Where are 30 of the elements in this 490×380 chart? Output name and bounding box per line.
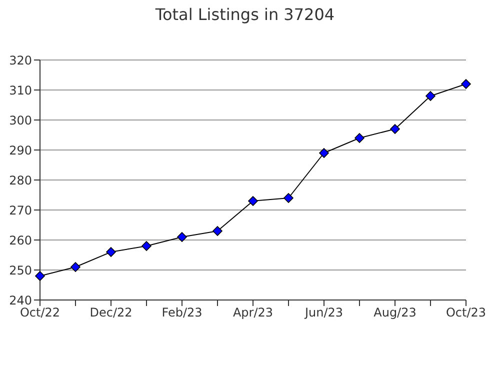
y-tick-label: 260 xyxy=(9,233,32,248)
point xyxy=(212,226,222,236)
y-tick-label: 290 xyxy=(9,143,32,158)
x-tick-label: Feb/23 xyxy=(162,306,202,320)
point xyxy=(142,241,152,251)
point xyxy=(177,232,187,242)
chart-title: Total Listings in 37204 xyxy=(154,5,336,24)
y-tick-label: 300 xyxy=(9,113,32,128)
x-tick-label: Aug/23 xyxy=(374,306,416,320)
point xyxy=(35,271,45,281)
x-tick-label: Dec/22 xyxy=(90,306,132,320)
point xyxy=(390,124,400,134)
x-tick-label: Apr/23 xyxy=(232,306,274,320)
x-tick-label: Oct/22 xyxy=(20,306,60,320)
point xyxy=(354,133,364,143)
point xyxy=(461,79,471,89)
y-tick-label: 270 xyxy=(9,203,32,218)
point xyxy=(248,196,258,206)
point xyxy=(284,193,294,203)
y-tick-label: 250 xyxy=(9,263,32,278)
y-tick-label: 320 xyxy=(9,53,32,68)
y-tick-label: 310 xyxy=(9,83,32,98)
x-tick-label: Jun/23 xyxy=(304,306,344,320)
y-tick-label: 280 xyxy=(9,173,32,188)
point xyxy=(106,247,116,257)
point xyxy=(426,91,436,101)
x-tick-label: Oct/23 xyxy=(446,306,486,320)
point xyxy=(319,148,329,158)
point xyxy=(70,262,80,272)
y-tick-label: 240 xyxy=(9,293,32,308)
